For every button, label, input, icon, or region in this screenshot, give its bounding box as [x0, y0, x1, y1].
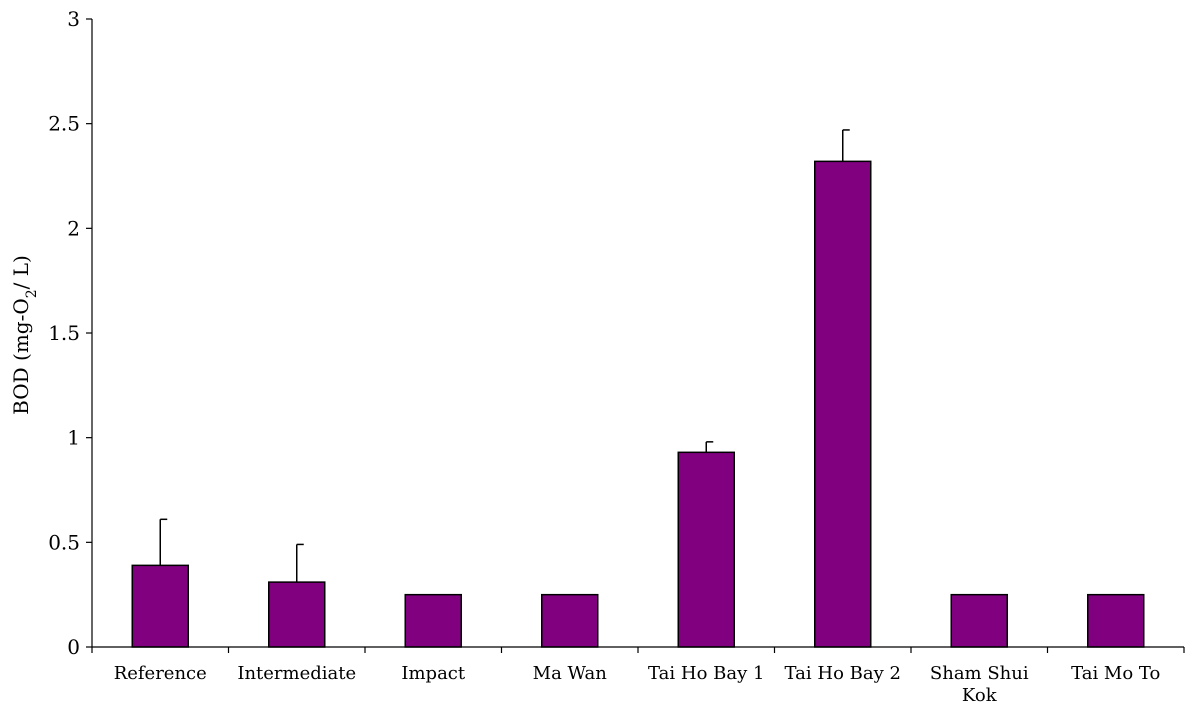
- x-category-label: Ma Wan: [533, 663, 608, 684]
- y-tick-label: 3: [67, 7, 80, 31]
- y-tick-label: 0: [67, 635, 80, 659]
- bar: [1087, 593, 1145, 648]
- y-ticks-group: 0 0.5 1 1.5 2 2.5 3: [48, 7, 92, 659]
- x-category-label: Impact: [401, 663, 466, 684]
- bar: [404, 593, 462, 648]
- y-tick-label: 2.5: [48, 112, 80, 136]
- y-axis-title-subscript: 2: [24, 289, 40, 298]
- bars-group: [131, 160, 1145, 648]
- bar: [131, 564, 189, 648]
- bar: [541, 593, 599, 648]
- y-axis-title-tail: / L): [9, 255, 33, 289]
- x-category-label: Tai Ho Bay 2: [785, 663, 901, 684]
- y-tick-label: 2: [67, 216, 80, 240]
- x-category-label: Reference: [114, 663, 207, 684]
- y-tick-label: 1.5: [48, 321, 80, 345]
- bar: [677, 451, 735, 648]
- x-category-label: Sham Shui: [930, 663, 1029, 684]
- y-tick-label: 0.5: [48, 530, 80, 554]
- bar: [950, 593, 1008, 648]
- x-category-label: Tai Mo To: [1071, 663, 1160, 684]
- bar: [268, 581, 326, 648]
- x-category-label: Intermediate: [237, 663, 356, 684]
- x-category-label: Kok: [962, 685, 998, 706]
- bar: [814, 160, 872, 648]
- x-ticks-group: Reference Intermediate Impact Ma Wan Tai Ho …: [91, 647, 1185, 706]
- y-tick-label: 1: [67, 426, 80, 450]
- error-bars-group: [159, 129, 850, 583]
- y-axis-title-main: BOD (mg-O: [9, 298, 33, 415]
- x-category-label: Tai Ho Bay 1: [648, 663, 764, 684]
- y-axis-title: BOD (mg-O2/ L): [9, 255, 40, 415]
